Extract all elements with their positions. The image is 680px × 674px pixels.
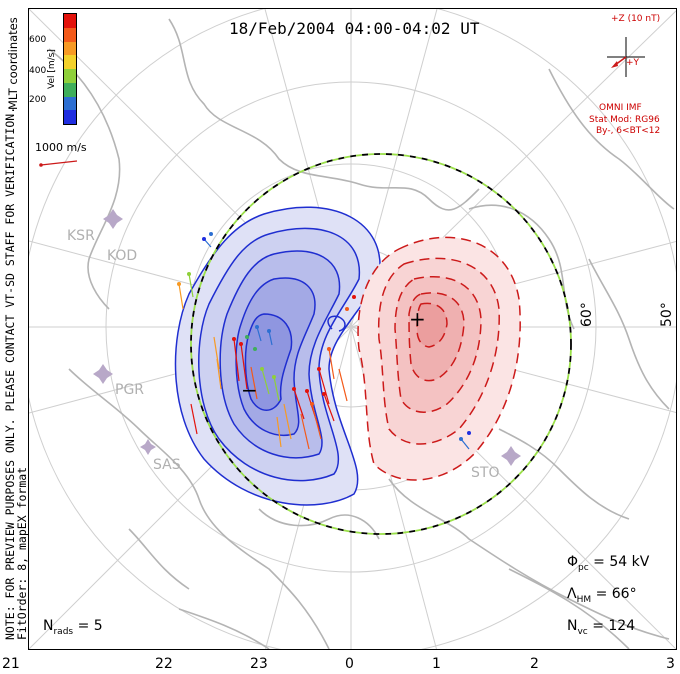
vector-scale-label: 1000 m/s (35, 141, 87, 154)
hmb-boundary-black (190, 153, 572, 535)
radar-count: Nrads = 5 (43, 618, 103, 637)
potential-min-marker: − (241, 378, 258, 402)
colorbar-segments (63, 13, 77, 125)
colorbar-segment (64, 41, 76, 56)
latitude-label-50: 50° (659, 302, 675, 327)
dusk-cell (174, 206, 381, 506)
hmb-latitude: ΛHM = 66° (567, 586, 637, 605)
colorbar-segment (64, 82, 76, 97)
mlt-label-3: 3 (666, 656, 675, 672)
colorbar-segment (64, 96, 76, 111)
radar-label-kod: KOD (107, 248, 138, 264)
colorbar-tick-600: 600 (29, 35, 47, 45)
radar-label-sto: STO (471, 465, 500, 481)
colorbar-segment (64, 55, 76, 69)
preview-note-line2: FitOrder: 8, mapEX format (15, 466, 29, 640)
mlt-label-0: 0 (345, 656, 354, 672)
radar-label-ksr: KSR (67, 228, 95, 244)
imf-dial (607, 37, 645, 77)
mlt-label-21: 21 (2, 656, 20, 672)
colorbar-tick-400: 400 (29, 66, 47, 76)
imf-bz-label: +Z (10 nT) (611, 14, 661, 24)
colorbar-label: Vel [m/s] (47, 49, 57, 89)
preview-note: NOTE: FOR PREVIEW PURPOSES ONLY. PLEASE … (3, 107, 29, 640)
radar-sites (93, 209, 521, 466)
vector-roots (177, 232, 471, 441)
map-title: 18/Feb/2004 04:00-04:02 UT (229, 19, 480, 38)
hmb-boundary-green (190, 153, 572, 535)
mlt-label-2: 2 (530, 656, 539, 672)
radar-label-pgr: PGR (115, 382, 145, 398)
colorbar (63, 13, 77, 125)
dawn-cell (357, 236, 521, 481)
colorbar-segment (64, 27, 76, 42)
latitude-label-60: 60° (579, 302, 595, 327)
coordinate-system-label: MLT coordinates (6, 17, 20, 110)
vector-scale-bar (39, 160, 78, 167)
vector-count: Nvc = 124 (567, 618, 636, 637)
mlt-label-22: 22 (155, 656, 173, 672)
imf-model: Stat Mod: RG96 (589, 115, 660, 125)
radar-label-sas: SAS (153, 457, 181, 473)
velocity-vectors (178, 238, 470, 450)
imf-condition: By-, 6<BT<12 (596, 126, 661, 136)
imf-source: OMNI IMF (599, 103, 642, 113)
potential-max-marker: + (409, 307, 426, 331)
mlt-label-23: 23 (250, 656, 268, 672)
map-frame: + − 18/Feb/2004 04:00-04:02 UT 600 400 2… (28, 8, 677, 650)
colorbar-segment (64, 110, 76, 124)
mlt-label-1: 1 (432, 656, 441, 672)
colorbar-segment (64, 69, 76, 83)
colorbar-segment (64, 14, 76, 28)
imf-by-label: +Y (626, 58, 640, 68)
cross-polar-potential: Φpc = 54 kV (567, 554, 650, 573)
convection-map: + − (29, 9, 676, 649)
colorbar-tick-200: 200 (29, 95, 47, 105)
coastlines (48, 18, 675, 649)
